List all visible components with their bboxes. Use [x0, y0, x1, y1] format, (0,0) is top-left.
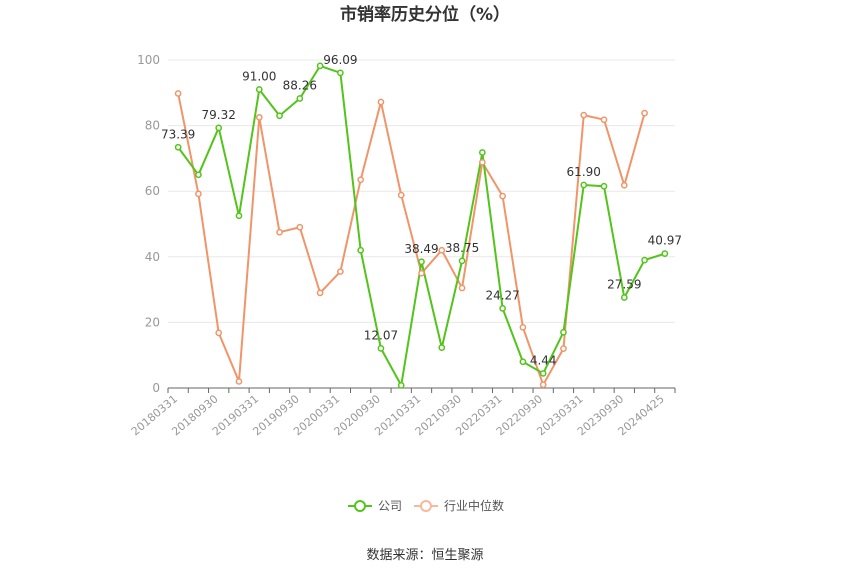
data-point-industry-median	[215, 329, 223, 337]
data-point-company	[418, 258, 425, 266]
source-note: 数据来源：恒生聚源	[366, 548, 483, 563]
data-point-industry-median	[418, 269, 425, 277]
series-lines	[177, 64, 666, 387]
data-point-company	[519, 358, 527, 366]
data-point-company	[255, 86, 263, 93]
data-label: 27.59	[607, 278, 641, 292]
legend[interactable]: 公司 行业中位数	[348, 498, 504, 513]
data-point-company	[397, 382, 405, 389]
data-labels: 73.39 79.32 91.00 88.26 96.09 12.07 38.49 38.75…	[161, 53, 682, 368]
data-point-industry-median	[337, 268, 344, 275]
data-point-industry-median	[641, 109, 648, 117]
legend-item-industry-median[interactable]: 行业中位数	[414, 498, 504, 513]
data-point-company	[560, 328, 567, 336]
data-point-industry-median	[377, 98, 385, 106]
legend-marker-company	[354, 500, 366, 512]
data-point-company	[438, 344, 446, 352]
series-line-industry-median	[177, 93, 646, 386]
data-point-company	[377, 345, 385, 352]
series-points	[174, 62, 669, 389]
data-label: 88.26	[283, 79, 317, 93]
data-point-industry-median	[458, 284, 466, 292]
y-axis: 0 20 40 60 80 100	[137, 53, 160, 395]
y-tick-label: 0	[152, 381, 160, 395]
data-point-industry-median	[174, 90, 182, 97]
data-point-company	[296, 95, 304, 102]
y-tick-label: 60	[145, 184, 160, 198]
data-point-company	[357, 246, 365, 254]
data-label: 61.90	[567, 165, 601, 179]
data-point-company	[174, 143, 182, 151]
data-point-industry-median	[397, 191, 405, 199]
data-label: 12.07	[364, 328, 398, 342]
legend-label-company: 公司	[378, 499, 402, 513]
data-point-industry-median	[600, 116, 608, 124]
data-point-company	[316, 62, 324, 70]
y-tick-label: 80	[145, 119, 160, 133]
data-point-industry-median	[357, 176, 365, 184]
data-point-company	[499, 305, 506, 312]
data-point-company	[661, 250, 669, 257]
data-label: 91.00	[242, 70, 276, 84]
data-point-company	[478, 149, 486, 156]
y-tick-label: 20	[145, 315, 160, 329]
legend-marker-industry-median	[420, 500, 432, 512]
data-point-company	[458, 257, 466, 265]
data-label: 38.49	[404, 242, 438, 256]
data-label: 73.39	[161, 127, 195, 141]
data-point-company	[539, 370, 547, 377]
data-label: 4.44	[530, 353, 557, 367]
data-label: 96.09	[323, 53, 357, 67]
data-point-company	[600, 182, 608, 190]
data-point-company	[580, 181, 588, 189]
data-point-industry-median	[560, 345, 567, 352]
data-point-industry-median	[316, 289, 324, 297]
data-label: 79.32	[202, 108, 236, 122]
legend-item-company[interactable]: 公司	[348, 499, 402, 513]
data-point-industry-median	[620, 181, 628, 189]
y-tick-label: 100	[137, 53, 160, 67]
data-point-industry-median	[255, 114, 263, 121]
chart-title: 市销率历史分位（%）	[340, 4, 510, 25]
data-label: 38.75	[445, 241, 479, 255]
x-axis: 2018033120180930201903312019093020200331…	[129, 387, 676, 438]
data-point-company	[235, 212, 243, 220]
data-point-industry-median	[195, 190, 202, 198]
data-label: 40.97	[648, 234, 682, 248]
y-tick-label: 40	[145, 250, 160, 264]
data-label: 24.27	[485, 288, 519, 302]
data-point-company	[620, 294, 628, 301]
data-point-industry-median	[478, 158, 486, 166]
data-point-company	[641, 256, 648, 264]
data-point-industry-median	[276, 228, 283, 236]
data-point-company	[195, 171, 202, 179]
data-point-industry-median	[519, 323, 527, 331]
data-point-company	[276, 112, 283, 120]
legend-label-industry-median: 行业中位数	[444, 498, 504, 513]
data-point-industry-median	[438, 246, 446, 254]
data-point-industry-median	[539, 381, 547, 389]
data-point-company	[337, 69, 344, 77]
data-point-industry-median	[580, 111, 588, 119]
data-point-industry-median	[296, 223, 304, 231]
data-point-company	[215, 124, 223, 132]
grid-lines	[168, 59, 675, 323]
data-point-industry-median	[499, 192, 506, 200]
data-point-industry-median	[235, 378, 243, 385]
